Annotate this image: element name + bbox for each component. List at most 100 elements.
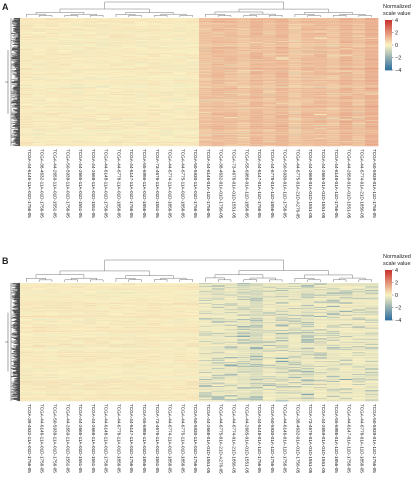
heatmap-cell	[186, 111, 200, 113]
heatmap-cell	[122, 28, 136, 30]
heatmap-cell	[122, 35, 136, 36]
heatmap-cell	[122, 125, 136, 127]
heatmap-cell	[32, 104, 46, 105]
heatmap-cell	[45, 23, 59, 25]
heatmap-cell	[109, 143, 123, 145]
heatmap-cell	[224, 85, 238, 87]
heatmap-cell	[32, 29, 46, 31]
heatmap-cell	[71, 142, 85, 144]
heatmap-cell	[109, 112, 123, 114]
heatmap-cell	[20, 90, 34, 92]
heatmap-cell	[32, 117, 46, 119]
heatmap-cell	[83, 92, 98, 94]
heatmap-cell	[96, 41, 110, 43]
heatmap-cell	[20, 133, 34, 135]
heatmap-cell	[211, 53, 225, 55]
heatmap-cell	[173, 102, 187, 104]
heatmap-cell	[160, 143, 174, 145]
heatmap-cell	[160, 74, 174, 76]
heatmap-cell	[224, 58, 238, 59]
heatmap-cell	[199, 71, 213, 73]
heatmap-cell	[224, 44, 238, 46]
heatmap-cell	[20, 93, 34, 95]
heatmap-cell	[173, 132, 187, 134]
heatmap-cell	[71, 95, 85, 96]
heatmap-cell	[71, 103, 85, 105]
heatmap-cell	[199, 105, 213, 107]
heatmap-cell	[58, 114, 72, 116]
heatmap-cell	[109, 75, 123, 77]
heatmap-cell	[109, 142, 123, 143]
heatmap-cell	[32, 138, 46, 140]
heatmap-cell	[199, 38, 213, 40]
heatmap-cell	[32, 48, 46, 50]
heatmap-cell	[45, 59, 59, 61]
heatmap-cell	[211, 25, 225, 27]
heatmap-cell	[147, 113, 161, 114]
heatmap-cell	[147, 47, 161, 48]
heatmap-cell	[58, 55, 72, 56]
heatmap-cell	[186, 54, 200, 55]
heatmap-cell	[96, 140, 110, 142]
heatmap-cell	[160, 119, 174, 120]
heatmap-cell	[173, 19, 187, 21]
heatmap-cell	[45, 18, 59, 19]
heatmap-cell	[20, 73, 34, 74]
heatmap-cell	[147, 76, 161, 78]
heatmap-cell	[58, 133, 72, 134]
heatmap-cell	[32, 42, 46, 44]
heatmap-cell	[45, 72, 59, 74]
heatmap-cell	[122, 47, 136, 49]
heatmap-cell	[20, 24, 34, 26]
heatmap-cell	[96, 111, 110, 112]
heatmap-cell	[211, 23, 225, 25]
heatmap-cell	[173, 99, 187, 101]
heatmap-cell	[32, 126, 46, 128]
heatmap-cell	[211, 120, 225, 122]
heatmap-cell	[211, 118, 225, 120]
heatmap-cell	[199, 93, 213, 94]
heatmap-cell	[160, 41, 174, 43]
heatmap-cell	[20, 119, 34, 121]
heatmap-cell	[147, 41, 161, 43]
heatmap-cell	[199, 42, 213, 44]
heatmap-cell	[211, 32, 225, 33]
heatmap-cell	[20, 30, 34, 32]
heatmap-cell	[58, 54, 72, 55]
heatmap-cell	[109, 135, 123, 137]
heatmap-cell	[160, 26, 174, 27]
heatmap-cell	[58, 38, 72, 39]
heatmap-cell	[58, 55, 72, 57]
heatmap-cell	[147, 82, 161, 84]
heatmap-cell	[122, 79, 136, 81]
heatmap-cell	[96, 119, 110, 120]
heatmap-cell	[135, 22, 149, 24]
heatmap-cell	[96, 94, 110, 96]
heatmap-cell	[58, 32, 72, 34]
heatmap-cell	[224, 95, 238, 97]
heatmap-cell	[122, 22, 136, 24]
heatmap-cell	[160, 97, 174, 99]
heatmap-cell	[211, 92, 225, 94]
heatmap-cell	[83, 84, 98, 86]
heatmap-cell	[199, 76, 213, 77]
heatmap-cell	[135, 101, 149, 102]
heatmap-cell	[199, 84, 213, 85]
heatmap-cell	[109, 35, 123, 37]
heatmap-cell	[160, 27, 174, 29]
heatmap-cell	[83, 87, 98, 89]
heatmap-cell	[173, 18, 187, 19]
heatmap-cell	[211, 67, 225, 69]
heatmap-cell	[147, 145, 161, 146]
heatmap-cell	[109, 84, 123, 86]
heatmap-cell	[173, 54, 187, 55]
heatmap-cell	[96, 141, 110, 143]
heatmap-cell	[160, 63, 174, 64]
heatmap-cell	[211, 58, 225, 60]
heatmap-cell	[96, 34, 110, 35]
heatmap-cell	[173, 132, 187, 134]
heatmap-cell	[109, 96, 123, 97]
heatmap-cell	[122, 20, 136, 22]
heatmap-cell	[20, 18, 34, 20]
heatmap-cell	[109, 115, 123, 117]
